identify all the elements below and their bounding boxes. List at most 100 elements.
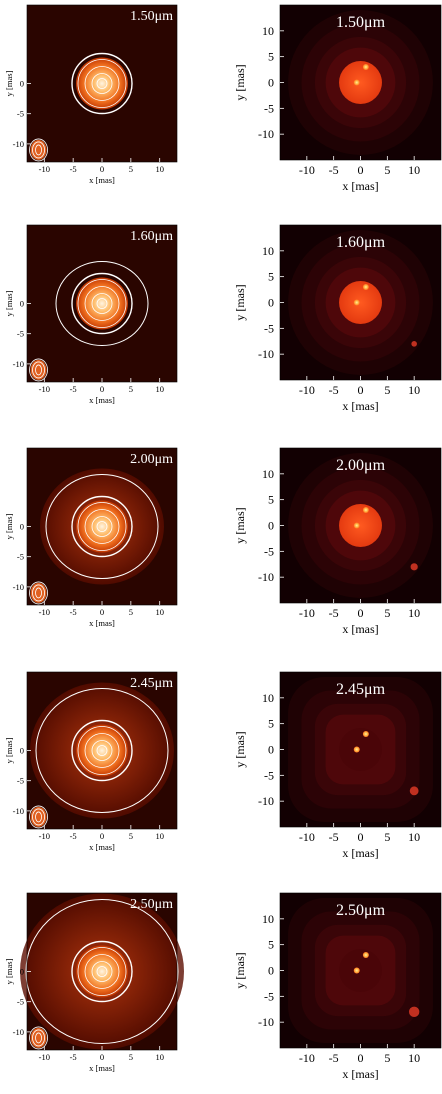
contour	[55, 261, 149, 346]
contour	[91, 961, 113, 982]
x-tick-label: 5	[129, 831, 133, 841]
contour	[91, 740, 113, 761]
y-tick-label: -5	[17, 997, 24, 1007]
wavelength-label: 2.50μm	[130, 897, 173, 912]
x-tick-label: -10	[39, 384, 50, 394]
wavelength-label: 1.60μm	[336, 234, 386, 251]
x-tick-label: 10	[155, 164, 164, 174]
panel-row: -10 -5 0 5 10 0 -5 -10 x [mas] y [mas] 1.50μm -10 -5…	[4, 4, 442, 193]
x-tick-label: 10	[408, 383, 420, 397]
y-tick-label: -10	[258, 1015, 274, 1029]
contour	[96, 78, 108, 89]
x-axis-label: x [mas]	[89, 842, 115, 852]
wavelength-label: 1.50μm	[336, 14, 386, 31]
contour	[71, 940, 133, 1003]
obs-core	[76, 277, 128, 330]
y-tick-label: 0	[20, 299, 24, 309]
wavelength-label: 1.50μm	[130, 9, 173, 24]
observed-image: -10 -5 0 5 10 0 -5 -10 x [mas] y [mas] 1.60μm	[4, 224, 178, 405]
x-tick-label: -10	[299, 1051, 315, 1065]
y-tick-label: 0	[268, 743, 274, 757]
wavelength-label: 2.50μm	[336, 902, 386, 919]
x-tick-label: -5	[70, 607, 77, 617]
y-axis-label: y [mas]	[4, 737, 14, 763]
x-axis-label: x [mas]	[89, 395, 115, 405]
contour	[77, 502, 127, 551]
contour	[29, 138, 48, 162]
contour	[29, 805, 48, 829]
y-tick-label: 0	[20, 522, 24, 532]
x-tick-label: 5	[384, 830, 390, 844]
x-axis-label: x [mas]	[89, 1063, 115, 1073]
contour	[96, 298, 108, 309]
panel-row: -10 -5 0 5 10 0 -5 -10 x [mas] y [mas] 1.60μm -10 -5…	[4, 224, 442, 413]
companion-blob	[30, 359, 47, 380]
y-tick-label: -5	[264, 321, 274, 335]
x-tick-label: 10	[155, 384, 164, 394]
y-tick-label: -5	[17, 552, 24, 562]
y-tick-label: 5	[268, 938, 274, 952]
contour	[91, 516, 113, 537]
model-image: -10 -5 0 5 10 10 5 0 -5 -10 x [mas] y [mas] 1.60μm	[233, 224, 442, 413]
contour	[45, 474, 159, 579]
x-axis-label: x [mas]	[342, 846, 378, 860]
model-companion	[410, 563, 418, 571]
x-tick-label: -10	[299, 163, 315, 177]
x-tick-label: -10	[39, 831, 50, 841]
companion-blob	[30, 582, 47, 603]
y-tick-label: -10	[258, 794, 274, 808]
y-tick-label: -10	[13, 1027, 24, 1037]
x-axis-label: x [mas]	[342, 1067, 378, 1081]
y-tick-label: 10	[262, 244, 274, 258]
panel-row: -10 -5 0 5 10 0 -5 -10 x [mas] y [mas] 2.00μm -10 -5…	[4, 447, 442, 636]
observed-image: -10 -5 0 5 10 0 -5 -10 x [mas] y [mas] 2.45μm	[4, 671, 178, 852]
y-tick-label: 0	[20, 746, 24, 756]
y-axis-label: y [mas]	[233, 507, 247, 543]
x-tick-label: -10	[299, 606, 315, 620]
x-tick-label: 5	[129, 1052, 133, 1062]
wavelength-label: 2.45μm	[336, 681, 386, 698]
panel-row: -10 -5 0 5 10 0 -5 -10 x [mas] y [mas] 2.45μm -10 -5…	[4, 671, 442, 860]
contour	[84, 954, 120, 989]
x-tick-label: 10	[408, 830, 420, 844]
y-tick-label: 0	[268, 964, 274, 978]
model-spot	[353, 522, 360, 529]
y-axis-label: y [mas]	[233, 731, 247, 767]
contour	[96, 966, 108, 977]
model-spot	[353, 967, 360, 974]
x-tick-label: 0	[100, 164, 104, 174]
model-companion	[409, 786, 419, 796]
contour	[29, 358, 48, 382]
obs-core	[76, 57, 128, 110]
panel-row: -10 -5 0 5 10 0 -5 -10 x [mas] y [mas] 2.50μm -10 -5…	[4, 892, 442, 1081]
x-tick-label: 0	[358, 163, 364, 177]
x-tick-label: 0	[358, 1051, 364, 1065]
contour	[84, 286, 120, 321]
model-image: -10 -5 0 5 10 10 5 0 -5 -10 x [mas] y [mas] 2.50μm	[233, 892, 442, 1081]
x-tick-label: 10	[408, 1051, 420, 1065]
companion-blob	[30, 139, 47, 160]
contour	[35, 688, 169, 813]
y-tick-label: 0	[268, 296, 274, 310]
obs-core	[76, 945, 128, 998]
model-companion	[408, 1006, 420, 1018]
y-tick-label: -10	[13, 359, 24, 369]
contour	[35, 144, 42, 156]
obs-core	[76, 500, 128, 553]
y-tick-label: -10	[13, 139, 24, 149]
obs-core	[76, 724, 128, 777]
model-image: -10 -5 0 5 10 10 5 0 -5 -10 x [mas] y [mas] 1.50μm	[233, 4, 442, 193]
x-tick-label: 0	[358, 383, 364, 397]
x-tick-label: 0	[100, 384, 104, 394]
contour	[32, 808, 45, 826]
y-tick-label: 10	[262, 467, 274, 481]
y-tick-label: -5	[264, 544, 274, 558]
x-tick-label: -10	[299, 830, 315, 844]
y-tick-label: -10	[13, 582, 24, 592]
y-tick-label: -5	[264, 768, 274, 782]
x-tick-label: 0	[358, 606, 364, 620]
model-stellar-disk	[339, 504, 382, 547]
x-tick-label: 5	[384, 1051, 390, 1065]
x-tick-label: 0	[358, 830, 364, 844]
x-tick-label: -10	[299, 383, 315, 397]
